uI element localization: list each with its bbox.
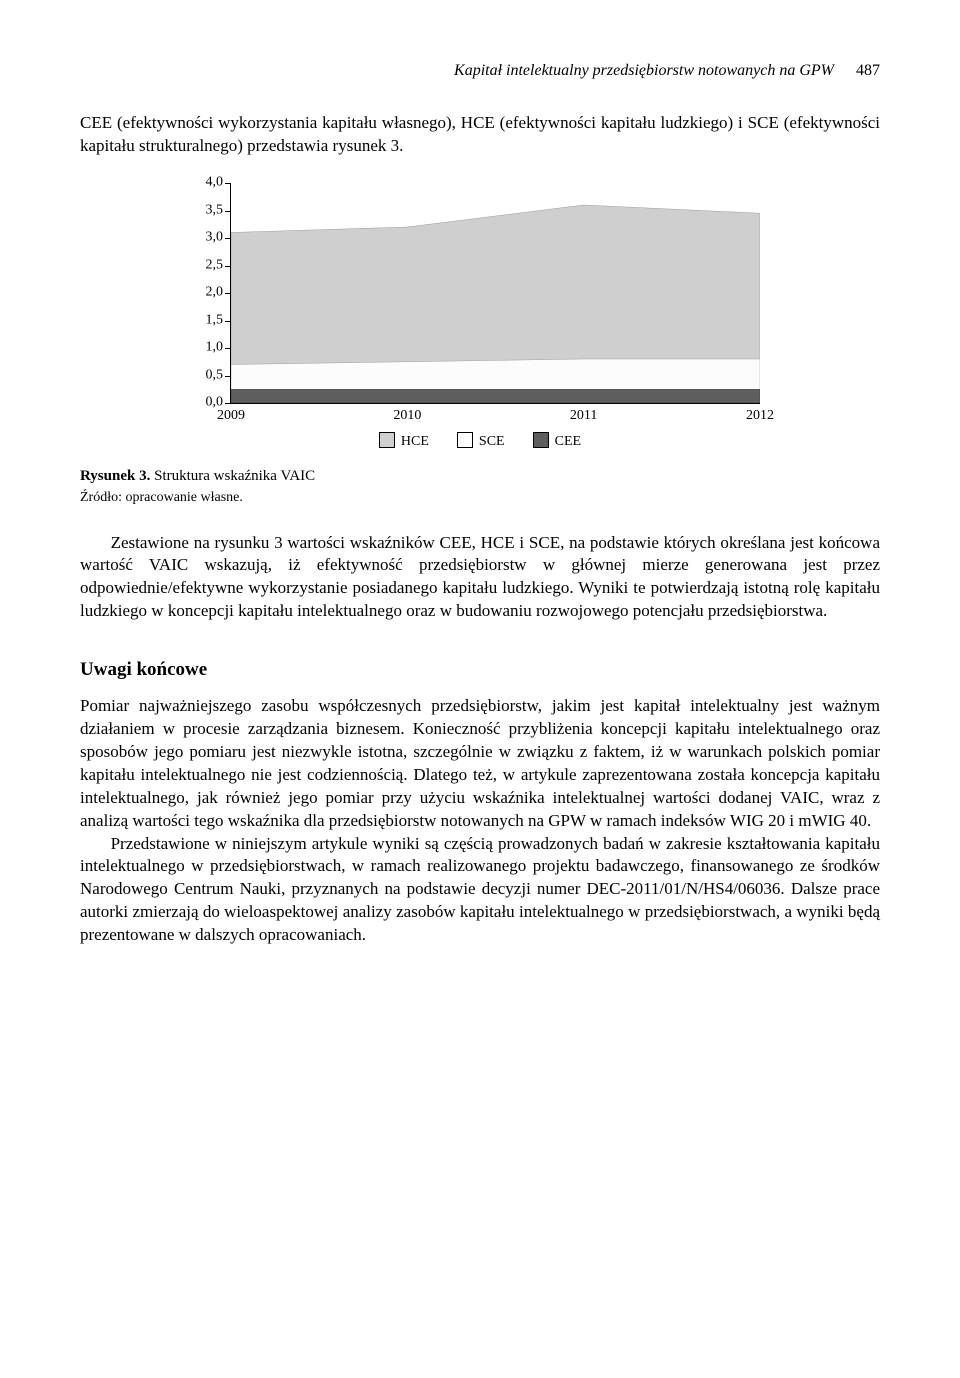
y-tick (225, 238, 231, 239)
vaic-structure-chart: 0,00,51,01,52,02,53,03,54,02009201020112… (200, 183, 760, 452)
figure-label: Rysunek 3. (80, 468, 150, 484)
y-tick (225, 403, 231, 404)
figure-caption: Rysunek 3. Struktura wskaźnika VAIC (80, 466, 880, 486)
y-label: 2,5 (197, 257, 223, 276)
legend-swatch-HCE (379, 432, 395, 448)
series-area-CEE (231, 390, 760, 404)
legend-item-HCE: HCE (379, 432, 429, 452)
y-label: 0,5 (197, 367, 223, 386)
chart-legend: HCE SCE CEE (200, 432, 760, 452)
paragraph-4: Przedstawione w niniejszym artykule wyni… (80, 833, 880, 948)
chart-plot-area: 0,00,51,01,52,02,53,03,54,02009201020112… (230, 183, 760, 404)
y-label: 1,5 (197, 312, 223, 331)
y-tick (225, 211, 231, 212)
x-label: 2012 (746, 407, 774, 426)
intro-paragraph: CEE (efektywności wykorzystania kapitału… (80, 112, 880, 158)
paragraph-3: Pomiar najważniejszego zasobu współczesn… (80, 695, 880, 833)
chart-svg (231, 183, 760, 403)
figure-title: Struktura wskaźnika VAIC (154, 468, 315, 484)
y-label: 3,0 (197, 229, 223, 248)
x-label: 2010 (393, 407, 421, 426)
y-tick (225, 183, 231, 184)
y-tick (225, 376, 231, 377)
legend-item-CEE: CEE (533, 432, 581, 452)
figure-source: Źródło: opracowanie własne. (80, 489, 880, 508)
y-tick (225, 321, 231, 322)
legend-swatch-CEE (533, 432, 549, 448)
y-tick (225, 348, 231, 349)
y-label: 4,0 (197, 174, 223, 193)
section-heading: Uwagi końcowe (80, 657, 880, 683)
x-label: 2011 (570, 407, 597, 426)
legend-label-CEE: CEE (555, 434, 581, 449)
legend-label-SCE: SCE (479, 434, 505, 449)
y-tick (225, 266, 231, 267)
legend-label-HCE: HCE (401, 434, 429, 449)
x-label: 2009 (217, 407, 245, 426)
paragraph-2: Zestawione na rysunku 3 wartości wskaźni… (80, 532, 880, 624)
legend-item-SCE: SCE (457, 432, 505, 452)
running-title: Kapitał intelektualny przedsiębiorstw no… (454, 62, 834, 79)
page-number: 487 (856, 62, 880, 79)
y-label: 2,0 (197, 284, 223, 303)
y-label: 3,5 (197, 202, 223, 221)
running-head: Kapitał intelektualny przedsiębiorstw no… (80, 60, 880, 82)
y-label: 1,0 (197, 339, 223, 358)
y-tick (225, 293, 231, 294)
legend-swatch-SCE (457, 432, 473, 448)
